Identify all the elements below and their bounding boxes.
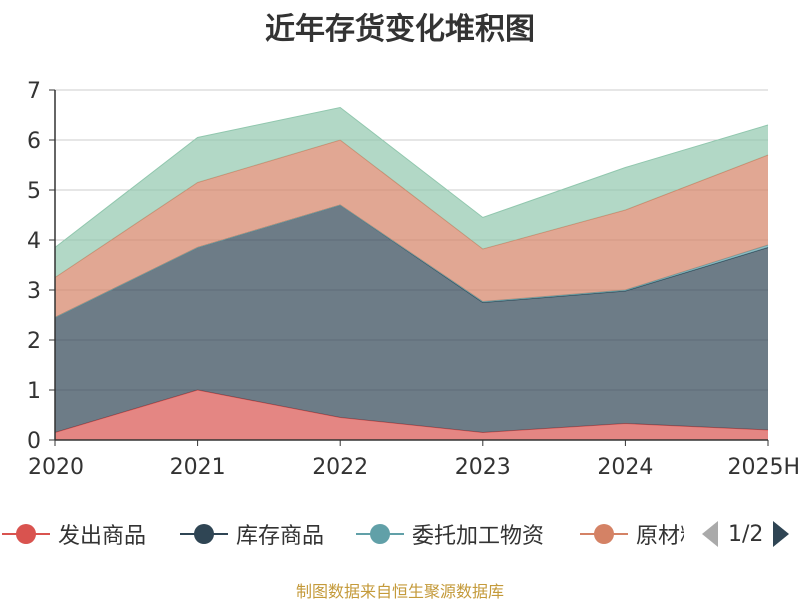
data-source-note: 制图数据来自恒生聚源数据库 bbox=[295, 582, 504, 601]
y-tick-label: 2 bbox=[27, 329, 41, 354]
x-tick-label: 2020 bbox=[28, 455, 84, 480]
x-tick-label: 2023 bbox=[455, 455, 511, 480]
area-series-4 bbox=[55, 107, 768, 278]
x-tick-label: 2025H bbox=[727, 455, 800, 480]
area-series-0 bbox=[55, 390, 768, 440]
legend-item-fachushangpin[interactable]: 发出商品 bbox=[2, 516, 146, 552]
legend-marker bbox=[356, 524, 404, 544]
area-series bbox=[54, 106, 769, 440]
x-tick-label: 2024 bbox=[597, 455, 653, 480]
legend-marker bbox=[2, 524, 50, 544]
x-tick-label: 2021 bbox=[170, 455, 226, 480]
y-tick-label: 7 bbox=[27, 79, 41, 104]
circle-icon bbox=[16, 524, 36, 544]
legend-label: 库存商品 bbox=[236, 524, 325, 549]
legend-marker bbox=[580, 524, 628, 544]
legend-label: 发出商品 bbox=[58, 524, 147, 549]
pager-next-icon[interactable] bbox=[771, 519, 791, 549]
axes: 0 1 2 3 4 5 6 7 2020 2021 2022 2023 2024 2025H bbox=[27, 79, 800, 480]
y-tick-label: 0 bbox=[27, 429, 41, 454]
legend-item-kucunshangpin[interactable]: 库存商品 bbox=[180, 516, 324, 552]
circle-icon bbox=[594, 524, 614, 544]
pager-prev-icon[interactable] bbox=[700, 519, 720, 549]
legend: 发出商品 库存商品 委托加工物资 原材料 1/2 bbox=[0, 516, 800, 552]
y-tick-label: 5 bbox=[27, 179, 41, 204]
area-series-3 bbox=[55, 140, 768, 318]
legend-item-yuancailiao[interactable]: 原材料 bbox=[580, 516, 684, 552]
chart-title: 近年存货变化堆积图 bbox=[265, 12, 535, 47]
legend-label: 委托加工物资 bbox=[412, 524, 545, 549]
circle-icon bbox=[370, 524, 390, 544]
x-tick-label: 2022 bbox=[312, 455, 368, 480]
legend-viewport: 发出商品 库存商品 委托加工物资 原材料 bbox=[0, 516, 684, 552]
legend-marker bbox=[180, 524, 228, 544]
y-tick-label: 3 bbox=[27, 279, 41, 304]
legend-pager: 1/2 bbox=[700, 516, 791, 552]
y-tick-label: 6 bbox=[27, 129, 41, 154]
area-series-1 bbox=[55, 205, 768, 433]
y-tick-label: 1 bbox=[27, 379, 41, 404]
series-line-4 bbox=[54, 106, 769, 248]
pager-page-indicator: 1/2 bbox=[728, 521, 764, 547]
legend-item-weituojiagong[interactable]: 委托加工物资 bbox=[356, 516, 544, 552]
y-tick-label: 4 bbox=[27, 229, 41, 254]
legend-label: 原材料 bbox=[636, 524, 684, 549]
circle-icon bbox=[194, 524, 214, 544]
